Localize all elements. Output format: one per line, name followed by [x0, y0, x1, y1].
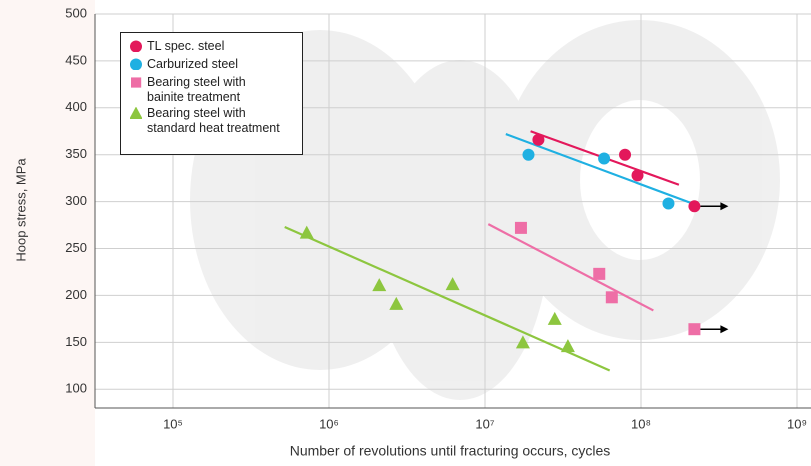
point	[131, 77, 142, 88]
point	[372, 278, 387, 292]
point	[547, 311, 562, 325]
point	[299, 225, 314, 239]
trend-line	[487, 223, 654, 312]
point	[515, 335, 530, 349]
point	[593, 267, 606, 280]
legend-marker	[130, 107, 142, 119]
point	[688, 323, 701, 336]
x-tick-label: 10⁹	[787, 416, 807, 431]
legend-marker	[130, 58, 142, 70]
point	[445, 277, 460, 291]
point	[688, 200, 701, 213]
y-tick-label: 200	[65, 287, 87, 302]
trend-line	[505, 133, 698, 207]
point	[532, 133, 545, 146]
point	[605, 291, 618, 304]
x-tick-label: 10⁷	[475, 416, 494, 431]
point	[130, 40, 142, 52]
y-tick-label: 450	[65, 52, 87, 67]
legend-label: Bearing steel with standard heat treatme…	[147, 106, 280, 135]
y-tick-label: 350	[65, 146, 87, 161]
point	[514, 221, 527, 234]
y-tick-label: 250	[65, 240, 87, 255]
y-tick-label: 150	[65, 334, 87, 349]
point	[389, 296, 404, 310]
x-tick-label: 10⁸	[631, 416, 651, 431]
y-tick-label: 400	[65, 99, 87, 114]
runout-arrow-head	[720, 202, 729, 211]
trend-line	[284, 225, 611, 372]
point	[130, 107, 142, 119]
legend: TL spec. steel Carburized steel Bearing st…	[120, 32, 303, 155]
legend-label: Carburized steel	[147, 57, 239, 71]
side-tint	[0, 0, 95, 466]
point	[619, 148, 632, 161]
runout-arrow-head	[720, 325, 729, 334]
x-axis-label: Number of revolutions until fracturing o…	[290, 443, 611, 459]
legend-marker	[130, 40, 142, 52]
point	[598, 152, 611, 165]
point	[522, 148, 535, 161]
point	[560, 339, 575, 353]
y-tick-label: 100	[65, 381, 87, 396]
point	[130, 58, 142, 70]
point	[631, 169, 644, 182]
y-tick-label: 300	[65, 193, 87, 208]
point	[662, 197, 675, 210]
x-tick-label: 10⁶	[319, 416, 339, 431]
legend-marker	[131, 77, 142, 88]
y-tick-label: 500	[65, 5, 87, 20]
legend-label: Bearing steel with bainite treatment	[147, 75, 246, 104]
x-tick-label: 10⁵	[163, 416, 183, 431]
y-axis-label: Hoop stress, MPa	[13, 158, 28, 262]
legend-label: TL spec. steel	[147, 39, 225, 53]
